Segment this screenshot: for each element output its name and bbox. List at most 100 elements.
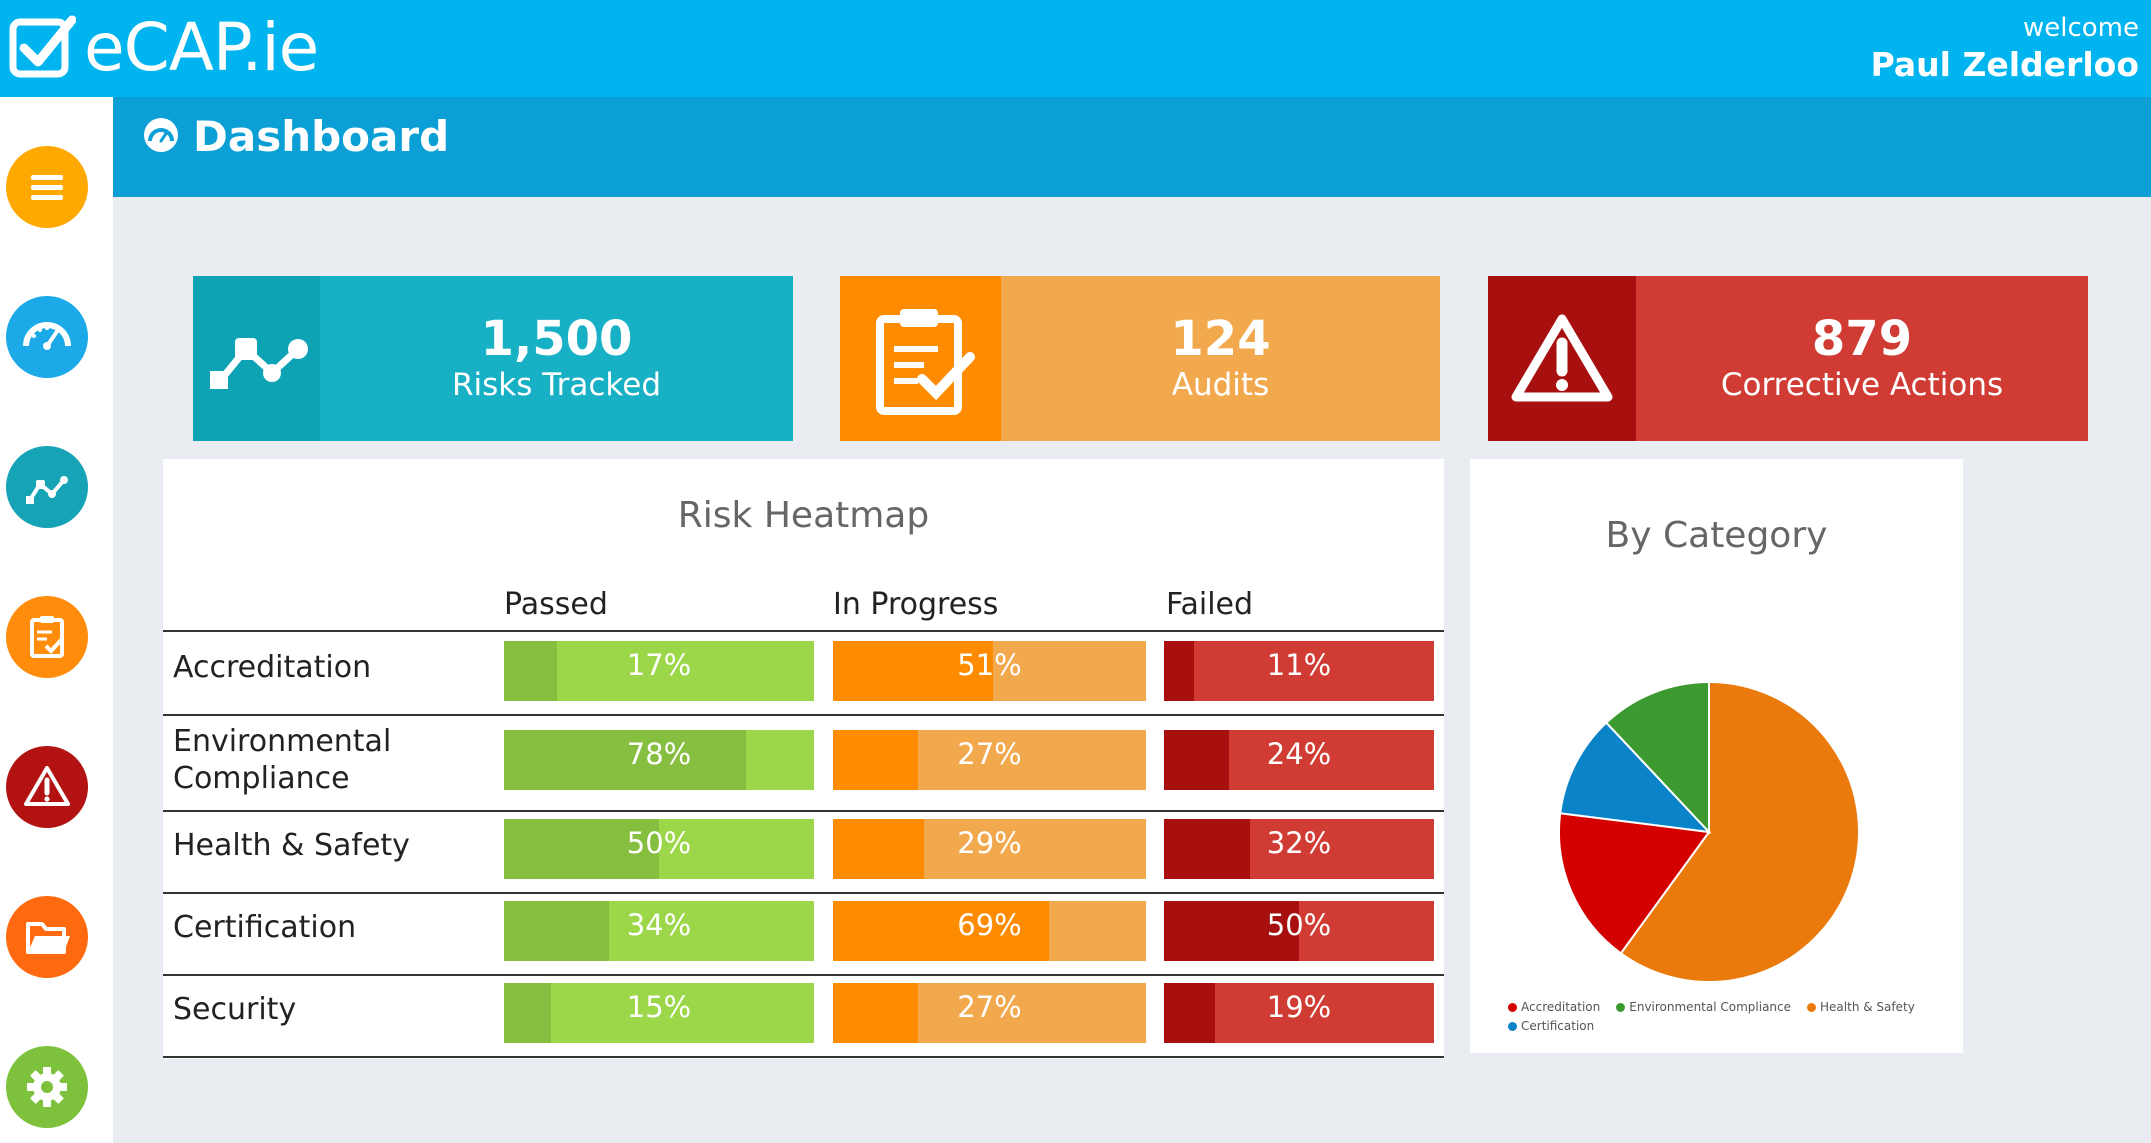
heat-bar-fill <box>504 983 551 1043</box>
legend-item[interactable]: Accreditation <box>1508 998 1600 1017</box>
heat-bar-value: 32% <box>1266 826 1332 860</box>
heat-bar-value: 51% <box>957 648 1022 682</box>
legend-label: Certification <box>1521 1019 1595 1033</box>
kpi-card-audits[interactable]: 124 Audits <box>840 276 1440 441</box>
kpi-body: 124 Audits <box>1001 276 1440 441</box>
heat-bar-in-progress[interactable]: 51% <box>833 641 1146 701</box>
heat-bar-fill <box>833 641 993 701</box>
heat-bar-value: 27% <box>957 990 1022 1024</box>
column-header-failed: Failed <box>1166 587 1254 622</box>
heat-bar-fill <box>1164 819 1251 879</box>
heat-bar-in-progress[interactable]: 29% <box>833 819 1146 879</box>
kpi-label: Corrective Actions <box>1720 366 2004 403</box>
legend-item[interactable]: Environmental Compliance <box>1616 998 1791 1017</box>
column-header-passed: Passed <box>504 587 608 622</box>
row-divider <box>163 974 1444 976</box>
dashboard-icon <box>144 118 178 152</box>
heat-bar-failed[interactable]: 11% <box>1164 641 1434 701</box>
kpi-icon-box <box>840 276 1001 441</box>
heat-bar-value: 50% <box>1266 908 1332 942</box>
sidebar <box>0 97 113 1143</box>
sidebar-item-documents[interactable] <box>6 896 88 978</box>
heat-bar-fill <box>504 730 746 790</box>
heat-bar-value: 34% <box>626 908 692 942</box>
folder-icon <box>26 922 70 954</box>
risks-icon <box>209 337 308 389</box>
sidebar-item-dashboard[interactable] <box>6 296 88 378</box>
settings-icon <box>27 1067 67 1107</box>
user-info[interactable]: welcome Paul Zelderloo <box>1871 12 2139 86</box>
heat-bar-fill <box>833 730 918 790</box>
heat-bar-in-progress[interactable]: 69% <box>833 901 1146 961</box>
chart-legend: Accreditation Environmental Compliance Hea… <box>1508 998 1948 1036</box>
pie-slice-accreditation[interactable] <box>1558 812 1711 955</box>
legend-dot <box>1508 1022 1517 1031</box>
heat-bar-failed[interactable]: 19% <box>1164 983 1434 1043</box>
brand-name: eCAP.ie <box>84 9 319 86</box>
row-divider <box>163 1056 1444 1058</box>
legend-item[interactable]: Health & Safety <box>1807 998 1915 1017</box>
pie-slice-certification[interactable] <box>1559 721 1712 834</box>
heat-bar-value: 15% <box>626 990 692 1024</box>
legend-label: Health & Safety <box>1820 1000 1915 1014</box>
heat-bar-passed[interactable]: 15% <box>504 983 814 1043</box>
kpi-value: 124 <box>1170 310 1271 367</box>
kpi-value: 879 <box>1811 310 1913 367</box>
dashboard-icon <box>23 322 71 350</box>
heat-bar-passed[interactable]: 17% <box>504 641 814 701</box>
heat-bar-fill <box>1164 901 1299 961</box>
row-divider <box>163 714 1444 716</box>
heat-bar-in-progress[interactable]: 27% <box>833 730 1146 790</box>
heat-bar-fill <box>504 641 557 701</box>
heatmap-title: Risk Heatmap <box>677 495 930 536</box>
legend-item[interactable]: Certification <box>1508 1017 1594 1036</box>
heatmap-row-label: Security <box>173 992 297 1027</box>
sidebar-item-audits[interactable] <box>6 596 88 678</box>
heat-bar-value: 17% <box>626 648 692 682</box>
heat-bar-value: 27% <box>957 737 1022 771</box>
heatmap-row-label: Certification <box>173 910 357 945</box>
heat-bar-in-progress[interactable]: 27% <box>833 983 1146 1043</box>
kpi-card-risks[interactable]: 1,500 Risks Tracked <box>193 276 793 441</box>
heat-bar-passed[interactable]: 50% <box>504 819 814 879</box>
heat-bar-failed[interactable]: 24% <box>1164 730 1434 790</box>
legend-dot <box>1616 1003 1626 1012</box>
legend-dot <box>1508 1003 1517 1012</box>
sidebar-item-risks[interactable] <box>6 446 88 528</box>
heat-bar-fill <box>833 819 924 879</box>
pie-slice-health-safety[interactable] <box>1619 680 1860 983</box>
sidebar-item-menu[interactable] <box>6 146 88 228</box>
warning-icon <box>1511 314 1613 401</box>
chart-title: By Category <box>1605 515 1828 556</box>
row-divider <box>163 810 1444 812</box>
legend-dot <box>1807 1003 1817 1012</box>
kpi-card-corrective-actions[interactable]: 879 Corrective Actions <box>1488 276 2088 441</box>
page-header: Dashboard <box>113 97 2151 197</box>
row-divider <box>163 892 1444 894</box>
heatmap-row-label: Health & Safety <box>173 828 410 863</box>
user-name: Paul Zelderloo <box>1870 45 2139 84</box>
row-divider <box>163 630 1444 632</box>
top-bar: eCAP.ie welcome Paul Zelderloo <box>0 0 2151 97</box>
heat-bar-value: 24% <box>1266 737 1332 771</box>
heatmap-row-label: Accreditation <box>173 650 372 685</box>
heat-bar-passed[interactable]: 34% <box>504 901 814 961</box>
sidebar-item-settings[interactable] <box>6 1046 88 1128</box>
column-header-in-progress: In Progress <box>833 587 999 622</box>
risk-heatmap-panel: Risk Heatmap Passed In Progress Failed A… <box>163 459 1444 1059</box>
heat-bar-failed[interactable]: 32% <box>1164 819 1434 879</box>
sidebar-item-corrective-actions[interactable] <box>6 746 88 828</box>
clipboard-check-icon <box>875 308 975 415</box>
kpi-value: 1,500 <box>480 310 633 367</box>
heat-bar-fill <box>504 901 610 961</box>
audits-icon <box>30 616 65 658</box>
category-pie-chart[interactable] <box>1470 459 1963 1053</box>
pie-slice-environmental-compliance[interactable] <box>1604 680 1710 835</box>
heat-bar-failed[interactable]: 50% <box>1164 901 1434 961</box>
kpi-body: 1,500 Risks Tracked <box>320 276 793 441</box>
heat-bar-value: 29% <box>957 826 1022 860</box>
legend-label: Environmental Compliance <box>1629 1000 1792 1014</box>
brand-logo[interactable]: eCAP.ie <box>8 8 319 88</box>
heat-bar-fill <box>833 901 1049 961</box>
heat-bar-passed[interactable]: 78% <box>504 730 814 790</box>
